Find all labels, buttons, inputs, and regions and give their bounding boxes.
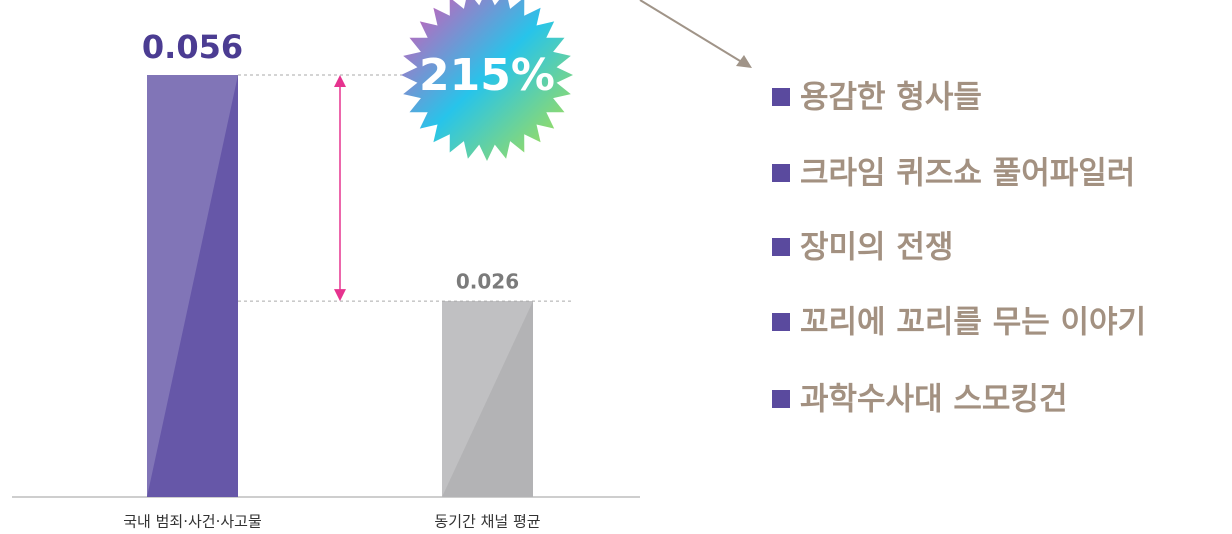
list-bullet xyxy=(772,238,790,256)
program-title: 장미의 전쟁 xyxy=(800,230,953,266)
arrow-head xyxy=(334,75,346,87)
category-label: 동기간 채널 평균 xyxy=(434,513,540,531)
value-label: 0.026 xyxy=(456,270,519,294)
pointer-head xyxy=(736,55,752,68)
bar xyxy=(442,301,533,497)
pointer-line xyxy=(639,0,746,65)
bar xyxy=(147,75,238,497)
ratio-annotation: 215% xyxy=(419,50,555,101)
starburst xyxy=(401,0,573,161)
list-bullet xyxy=(772,88,790,106)
program-title: 용감한 형사들 xyxy=(800,80,982,116)
value-label: 0.056 xyxy=(142,28,243,66)
category-label: 국내 범죄·사건·사고물 xyxy=(123,513,262,531)
list-bullet xyxy=(772,313,790,331)
program-title: 과학수사대 스모킹건 xyxy=(800,382,1067,418)
list-bullet xyxy=(772,390,790,408)
program-title: 크라임 퀴즈쇼 풀어파일러 xyxy=(800,156,1135,192)
bar-highlight xyxy=(147,75,238,497)
program-title: 꼬리에 꼬리를 무는 이야기 xyxy=(800,305,1146,341)
arrow-head xyxy=(334,289,346,302)
list-bullet xyxy=(772,164,790,182)
bar-highlight xyxy=(442,301,533,497)
